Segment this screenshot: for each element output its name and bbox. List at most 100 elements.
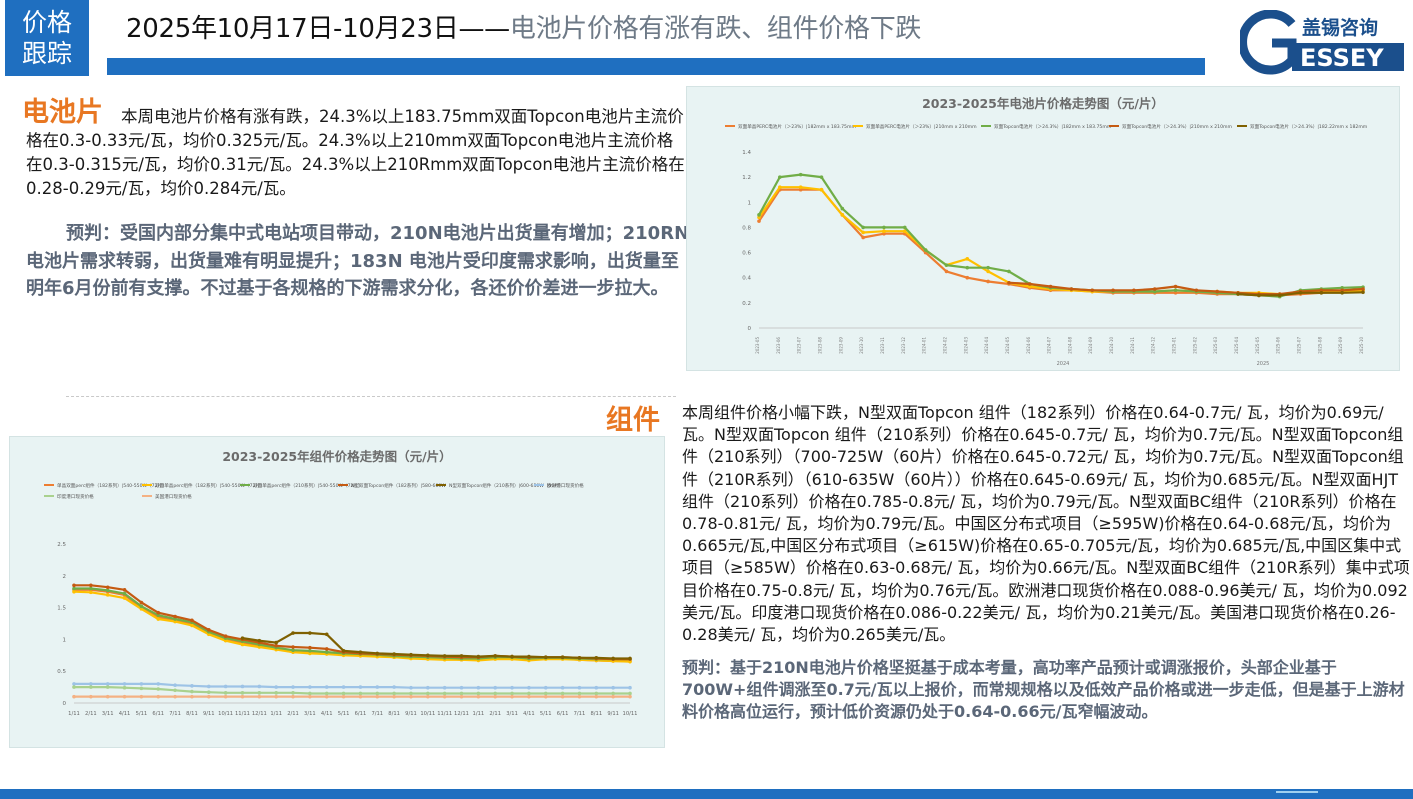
data-point [476, 691, 481, 696]
cell-heading: 电池片 [22, 97, 103, 128]
data-point [611, 694, 615, 699]
data-point [392, 691, 396, 696]
cell-summary: 本周电池片价格有涨有跌，24.3%以上183.75mm双面Topcon电池片主流… [26, 107, 685, 198]
data-point [358, 691, 363, 696]
legend-entry: 印度港口现货价格 [57, 493, 94, 500]
gessey-logo: 盖锡咨询 ESSEY [1240, 10, 1404, 75]
x-tick-label: 2023-12 [901, 337, 906, 354]
x-tick-label: 3/11 [506, 711, 518, 717]
data-point [594, 691, 599, 696]
x-tick-label: 2024-04 [984, 337, 989, 354]
data-point [324, 632, 329, 637]
data-point [206, 632, 211, 637]
chart-title: 2023-2025年电池片价格走势图（元/片） [922, 96, 1164, 111]
data-point [426, 653, 430, 658]
data-point [257, 638, 262, 643]
data-point [223, 684, 228, 689]
data-point [543, 694, 548, 699]
data-point [358, 685, 363, 689]
data-point [89, 682, 93, 686]
module-summary: 本周组件价格小幅下跌，N型双面Topcon 组件（182系列）价格在0.64-0… [682, 403, 1410, 645]
data-point [257, 684, 262, 689]
data-point [1236, 292, 1240, 296]
x-tick-label: 2023-10 [859, 337, 864, 354]
data-point [543, 685, 548, 690]
header-bar [107, 58, 1205, 75]
data-point [628, 659, 632, 664]
data-point [72, 694, 76, 699]
cell-price-chart: 2023-2025年电池片价格走势图（元/片） 双面单晶PERC电池片（＞23%）… [686, 86, 1400, 371]
data-point [840, 206, 845, 211]
legend-entry: 欧洲港口现货价格 [547, 482, 584, 489]
data-point [459, 654, 464, 658]
data-point [778, 175, 782, 179]
data-point [1152, 287, 1157, 291]
data-point [308, 645, 312, 650]
data-point [139, 600, 144, 605]
x-tick-label: 2025-06 [1276, 337, 1281, 354]
data-point [442, 654, 447, 658]
data-point [1027, 284, 1032, 289]
data-point [965, 275, 970, 280]
data-point [358, 650, 363, 654]
data-point [291, 648, 295, 653]
footer-bar [0, 789, 1413, 799]
data-point [274, 685, 278, 689]
x-tick-label: 2025-05 [1255, 337, 1260, 354]
data-point [560, 685, 565, 690]
data-point [1340, 288, 1344, 293]
x-tick-label: 2024-05 [1005, 337, 1010, 354]
x-tick-label: 6/11 [152, 711, 164, 717]
data-point [1194, 288, 1199, 293]
data-point [324, 694, 329, 699]
data-point [819, 187, 824, 192]
y-tick-label: 1.5 [57, 606, 66, 612]
series-line [74, 584, 630, 661]
y-tick-label: 1.4 [742, 150, 751, 156]
x-tick-label: 7/11 [169, 711, 181, 717]
data-point [798, 185, 803, 189]
data-point [1257, 293, 1261, 298]
x-tick-label: 2025-04 [1234, 337, 1239, 354]
data-point [611, 685, 615, 690]
data-point [577, 694, 582, 699]
data-point [206, 684, 211, 689]
x-tick-label: 9/11 [203, 711, 215, 717]
data-point [861, 225, 865, 230]
series-line [73, 590, 631, 663]
x-tick-label: 2023-07 [797, 337, 802, 354]
data-point [240, 691, 245, 695]
cell-forecast: 预判：受国内部分集中式电站项目带动，210N电池片出货量有增加；210RN电池片… [26, 223, 690, 299]
series-line [758, 173, 1364, 298]
data-point [105, 685, 110, 689]
data-point [1319, 288, 1324, 293]
data-point [560, 694, 565, 699]
x-tick-label: 1/11 [473, 711, 485, 717]
x-tick-label: 2023-11 [880, 337, 885, 354]
data-point [190, 694, 194, 699]
x-tick-label: 2023-08 [817, 337, 822, 354]
data-point [308, 694, 312, 699]
logo-band [1292, 43, 1404, 71]
data-point [986, 265, 990, 270]
data-point [493, 691, 498, 696]
data-point [173, 694, 177, 699]
section-tag: 价格 跟踪 [5, 0, 89, 76]
x-tick-label: 2024-11 [1130, 337, 1135, 354]
data-point [459, 694, 464, 699]
data-point [611, 656, 615, 661]
data-point [375, 691, 380, 696]
data-point [1361, 287, 1365, 291]
data-point [392, 694, 396, 699]
x-tick-label: 12/11 [252, 711, 267, 717]
section-tag-line1: 价格 [21, 8, 72, 37]
data-point [122, 587, 127, 592]
x-tick-label: 6/11 [355, 711, 367, 717]
series-line [758, 188, 1364, 297]
data-point [392, 652, 396, 656]
data-point [840, 213, 845, 217]
data-point [240, 684, 245, 689]
data-point [156, 687, 161, 691]
x-tick-label: 5/11 [338, 711, 350, 717]
x-tick-label: 2025-01 [1172, 337, 1177, 354]
